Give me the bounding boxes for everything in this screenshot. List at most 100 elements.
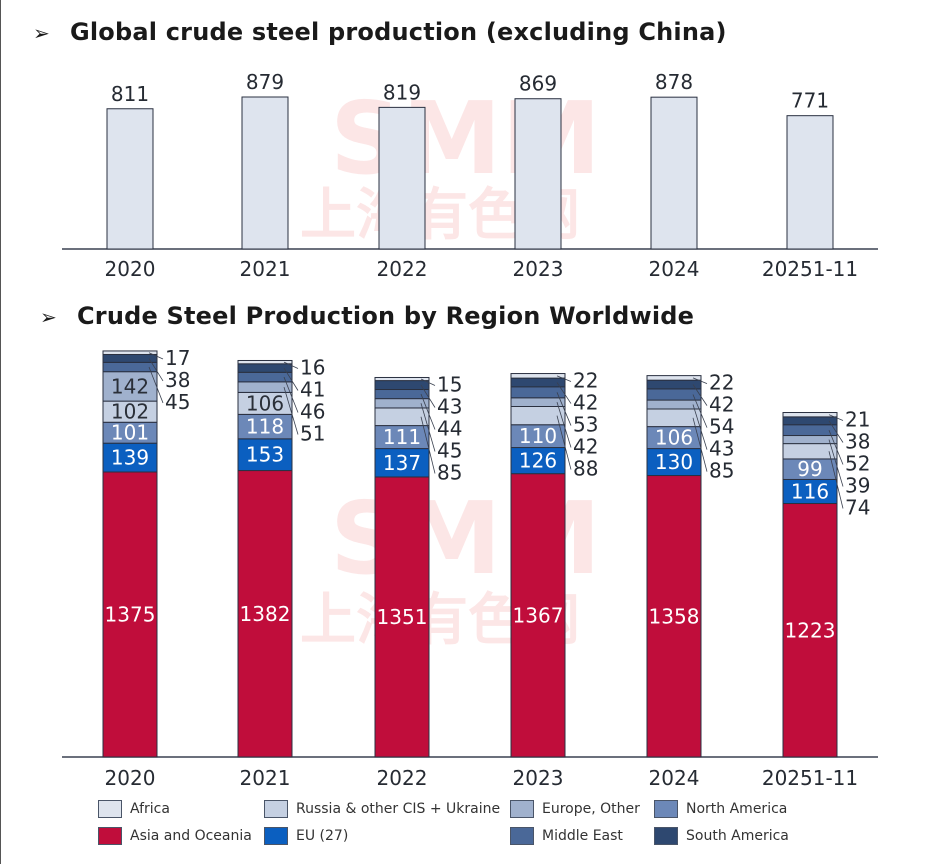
data-label: 42	[573, 435, 598, 459]
bar	[106, 108, 154, 250]
bar-segment	[510, 377, 566, 388]
bar-segment	[646, 399, 702, 410]
data-label: 1367	[513, 603, 564, 627]
data-label: 46	[300, 399, 325, 423]
leader-line	[556, 415, 572, 470]
bar-segment	[510, 473, 566, 758]
legend-item: EU (27)	[264, 827, 348, 845]
x-tick-label: 2022	[377, 766, 428, 790]
data-label: 106	[655, 426, 693, 450]
legend-swatch	[510, 800, 534, 818]
bar-segment	[102, 371, 158, 402]
x-tick-label: 2023	[513, 766, 564, 790]
data-label: 22	[709, 371, 734, 395]
data-label: 85	[709, 459, 734, 483]
data-label: 771	[791, 89, 829, 113]
bar-segment	[237, 470, 293, 758]
data-label: 137	[383, 451, 421, 475]
data-label: 110	[519, 424, 557, 448]
legend-item: Middle East	[510, 827, 623, 845]
bar-segment	[374, 398, 430, 409]
leader-line	[283, 361, 299, 369]
legend-label: South America	[686, 828, 789, 844]
leader-line	[283, 367, 299, 391]
data-label: 1375	[105, 603, 156, 627]
bar-segment	[374, 448, 430, 478]
bar-segment	[646, 379, 702, 390]
bar-segment	[102, 471, 158, 758]
data-label: 819	[383, 80, 421, 104]
legend-item: North America	[654, 800, 787, 818]
arrow-bullet-icon: ➢	[40, 305, 57, 329]
data-label: 879	[246, 70, 284, 94]
data-label: 869	[519, 72, 557, 96]
legend-swatch	[264, 800, 288, 818]
data-label: 43	[437, 394, 462, 418]
data-label: 142	[111, 374, 149, 398]
bar-segment	[102, 361, 158, 373]
data-label: 1382	[240, 602, 291, 626]
leader-line	[828, 429, 844, 465]
leader-line	[420, 416, 436, 474]
x-tick-label: 20251-11	[762, 257, 858, 281]
data-label: 118	[246, 415, 284, 439]
leader-line	[283, 376, 299, 413]
bar-segment	[782, 503, 838, 758]
chart-global-production: 811 2020 879 2021 819 2022 869 2023 878 2024 771 20…	[62, 70, 878, 281]
data-label: 74	[845, 496, 870, 520]
data-label: 88	[573, 457, 598, 481]
bar-segment	[237, 359, 293, 365]
chart-title-text: Global crude steel production (excluding…	[69, 18, 727, 46]
legend-label: Middle East	[542, 828, 623, 844]
legend-item: Europe, Other	[510, 800, 640, 818]
data-label: 1223	[785, 618, 836, 642]
bar	[378, 106, 426, 250]
data-label: 102	[111, 400, 149, 424]
x-tick-label: 2021	[240, 257, 291, 281]
data-label: 17	[165, 346, 190, 370]
data-label: 44	[437, 416, 462, 440]
bar-segment	[237, 438, 293, 472]
legend-swatch	[510, 827, 534, 845]
bar-segment	[782, 435, 838, 445]
data-label: 878	[655, 70, 693, 94]
chart-title-global: ➢ Global crude steel production (excludin…	[33, 18, 727, 46]
leader-line	[692, 417, 708, 472]
legend-swatch	[98, 800, 122, 818]
bar-segment	[237, 381, 293, 393]
data-label: 51	[300, 421, 325, 445]
leader-line	[420, 403, 436, 452]
bar-segment	[646, 475, 702, 758]
x-tick-label: 2020	[105, 257, 156, 281]
data-label: 42	[573, 391, 598, 415]
legend-label: EU (27)	[296, 828, 349, 844]
bar-segment	[374, 407, 430, 427]
data-label: 139	[111, 446, 149, 470]
legend-label: North America	[686, 801, 788, 817]
bar-segment	[102, 353, 158, 363]
leader-line	[420, 378, 436, 386]
data-label: 1358	[649, 604, 700, 628]
data-label: 111	[383, 425, 421, 449]
bar-segment	[782, 424, 838, 437]
bar	[241, 96, 289, 250]
data-label: 21	[845, 408, 870, 432]
data-label: 126	[519, 449, 557, 473]
legend-label: Russia & other CIS + Ukraine	[296, 801, 501, 817]
legend-item: Russia & other CIS + Ukraine	[264, 800, 500, 818]
data-label: 45	[165, 390, 190, 414]
data-label: 101	[111, 421, 149, 445]
bar-segment	[782, 416, 838, 426]
bar-segment	[646, 388, 702, 401]
bar-segment	[510, 373, 566, 379]
x-tick-label: 2022	[377, 257, 428, 281]
legend-item: Asia and Oceania	[98, 827, 252, 845]
legend-swatch	[654, 827, 678, 845]
leader-line	[828, 451, 844, 509]
bar-segment	[374, 389, 430, 400]
bar-segment	[646, 375, 702, 381]
bar-segment	[102, 442, 158, 473]
data-label: 106	[246, 391, 284, 415]
data-label: 43	[709, 437, 734, 461]
bar-segment	[782, 443, 838, 460]
